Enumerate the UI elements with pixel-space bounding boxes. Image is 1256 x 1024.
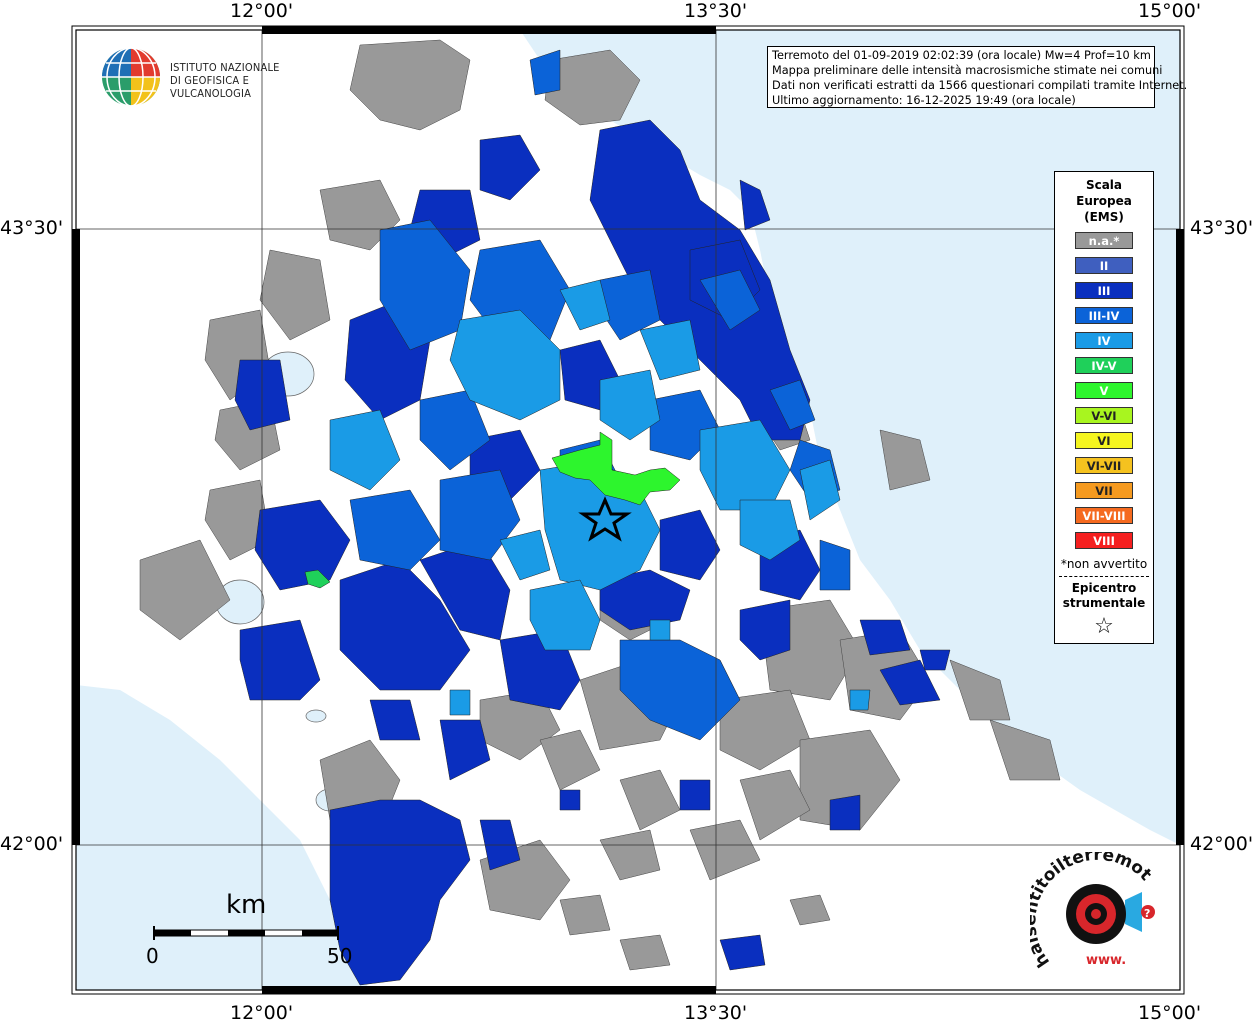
globe-icon bbox=[102, 47, 160, 107]
hai-logo-prefix: www. bbox=[1086, 953, 1126, 968]
legend-title-1: Scala bbox=[1085, 178, 1123, 192]
legend-separator bbox=[1059, 576, 1149, 577]
tyrrhenian-sea bbox=[76, 685, 370, 990]
star-icon: ☆ bbox=[1094, 614, 1114, 639]
svg-text:?: ? bbox=[1144, 907, 1150, 920]
legend-swatch-3: III-IV bbox=[1075, 307, 1133, 324]
info-line-3: Dati non verificati estratti da 1566 que… bbox=[772, 79, 1188, 92]
coord-top-2: 13°30' bbox=[684, 0, 748, 22]
scale-max: 50 bbox=[327, 944, 353, 968]
legend-swatch-12: VIII bbox=[1075, 532, 1133, 549]
legend-note: *non avvertito bbox=[1060, 557, 1148, 571]
ingv-logo: ISTITUTO NAZIONALE DI GEOFISICA E VULCAN… bbox=[100, 46, 320, 110]
coord-bottom-2: 13°30' bbox=[684, 1002, 748, 1024]
coord-bottom-3: 15°00' bbox=[1138, 1002, 1202, 1024]
ems-legend: Scala Europea (EMS) n.a.* II III III-IV IV IV… bbox=[1054, 171, 1154, 644]
coord-left-2: 42°00' bbox=[0, 833, 64, 855]
legend-title-2: Europea bbox=[1076, 194, 1132, 208]
legend-swatch-4: IV bbox=[1075, 332, 1133, 349]
scale-unit: km bbox=[226, 890, 267, 920]
coord-top-3: 15°00' bbox=[1138, 0, 1202, 22]
institute-line-2: DI GEOFISICA E VULCANOLOGIA bbox=[170, 74, 252, 100]
institute-line-1: ISTITUTO NAZIONALE bbox=[170, 61, 280, 74]
event-info-box: Terremoto del 01-09-2019 02:02:39 (ora l… bbox=[767, 46, 1188, 108]
coord-top-1: 12°00' bbox=[230, 0, 294, 22]
regions-intensity-v bbox=[551, 431, 681, 506]
regions-intensity-iv-v bbox=[304, 569, 331, 589]
legend-title-3: (EMS) bbox=[1084, 210, 1124, 224]
legend-epicenter-2: strumentale bbox=[1062, 596, 1146, 610]
regions-intensity-iii-iv bbox=[349, 49, 851, 741]
coord-bottom-1: 12°00' bbox=[230, 1002, 294, 1024]
scale-min: 0 bbox=[146, 944, 159, 968]
coord-right-1: 43°30' bbox=[1190, 217, 1254, 239]
coord-right-2: 42°00' bbox=[1190, 833, 1254, 855]
coord-left-1: 43°30' bbox=[0, 217, 64, 239]
legend-swatch-2: III bbox=[1075, 282, 1133, 299]
info-line-4: Ultimo aggiornamento: 16-12-2025 19:49 (… bbox=[772, 94, 1076, 107]
regions-intensity-iv bbox=[329, 279, 871, 716]
frame-ticks bbox=[72, 26, 1184, 994]
lake-vico bbox=[305, 709, 327, 723]
info-line-1: Terremoto del 01-09-2019 02:02:39 (ora l… bbox=[772, 49, 1151, 62]
legend-swatch-6: V bbox=[1075, 382, 1133, 399]
haisentito-logo: ? haisentitoilterremoto.it www. bbox=[1020, 837, 1170, 982]
legend-swatch-0: n.a.* bbox=[1075, 232, 1133, 249]
seismograph-icon: ? haisentitoilterremoto.it www. bbox=[1020, 837, 1155, 971]
legend-swatch-5: IV-V bbox=[1075, 357, 1133, 374]
legend-swatch-8: VI bbox=[1075, 432, 1133, 449]
info-line-2: Mappa preliminare delle intensità macros… bbox=[772, 64, 1163, 77]
legend-swatch-11: VII-VIII bbox=[1075, 507, 1133, 524]
epicenter-star bbox=[578, 496, 632, 542]
legend-swatch-10: VII bbox=[1075, 482, 1133, 499]
legend-swatch-9: VI-VII bbox=[1075, 457, 1133, 474]
legend-swatch-7: V-VI bbox=[1075, 407, 1133, 424]
adriatic-sea bbox=[520, 30, 1180, 845]
legend-items: n.a.* II III III-IV IV IV-V V V-VI VI VI-VII VII VI… bbox=[1055, 232, 1153, 549]
scale-bar bbox=[153, 926, 339, 940]
graticule bbox=[76, 30, 1180, 990]
legend-swatch-1: II bbox=[1075, 257, 1133, 274]
legend-epicenter-1: Epicentro bbox=[1071, 581, 1137, 595]
